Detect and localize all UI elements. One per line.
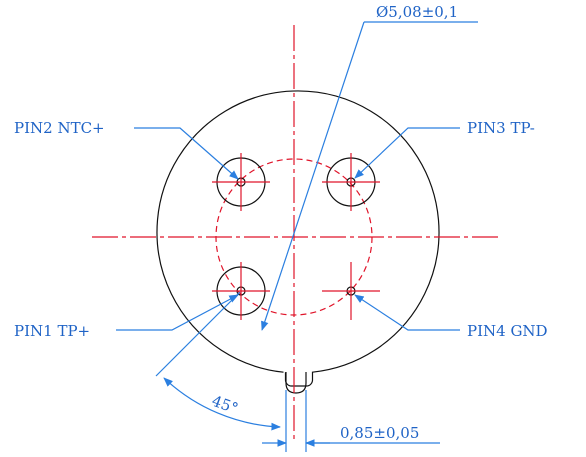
pin2-label: PIN2 NTC+ (14, 119, 105, 137)
angle-extension-line (155, 291, 241, 377)
pin4-leader (354, 294, 460, 331)
pin3-label: PIN3 TP- (467, 119, 535, 137)
pin2-leader (134, 127, 239, 180)
pin1-leader (116, 294, 239, 331)
pin2-crosshair (212, 153, 270, 211)
diameter-leader (261, 21, 365, 331)
connector-outline (156, 90, 440, 387)
pin4-crosshair (322, 262, 380, 320)
pin3-crosshair (322, 153, 380, 211)
diameter-label: Ø5,08±0,1 (376, 3, 458, 21)
pin3-leader (354, 127, 460, 179)
angle-arc (163, 377, 281, 431)
angle-label: 45° (209, 392, 240, 418)
key-notch (285, 372, 307, 394)
pin1-crosshair (212, 262, 270, 320)
pin4-label: PIN4 GND (467, 322, 548, 340)
key-width-label: 0,85±0,05 (340, 424, 419, 442)
pin1-label: PIN1 TP+ (14, 322, 90, 340)
